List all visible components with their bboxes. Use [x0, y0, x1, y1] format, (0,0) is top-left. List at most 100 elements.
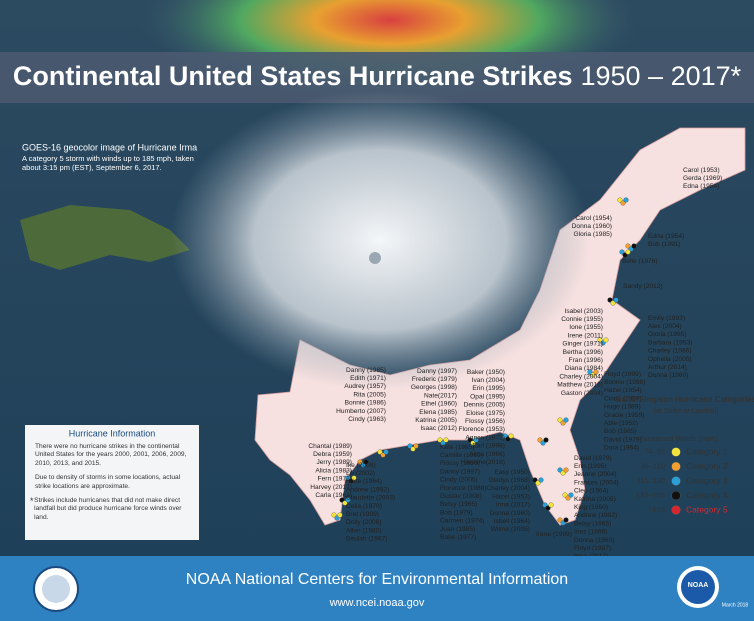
strike-dot — [563, 467, 569, 473]
footer — [0, 556, 754, 621]
storm-label: Floyd (1999) — [604, 371, 641, 378]
strike-dot — [563, 517, 569, 523]
legend-label: Category 4 — [686, 490, 728, 500]
storm-label: Danny (1985) — [346, 367, 386, 374]
storm-label: Gaston (2004) — [561, 390, 603, 397]
legend-winds: 74–95 — [644, 447, 665, 456]
storm-label: Charley (1986) — [648, 348, 692, 355]
storm-label: Hermine(2016) — [461, 459, 505, 466]
storm-label: Cindy (1959) — [604, 395, 642, 402]
storm-label: David (1979) — [574, 455, 612, 462]
storm-label: Charley (2004) — [486, 485, 530, 492]
storm-label: Agnes (1972) — [465, 434, 505, 441]
strike-dots — [331, 197, 637, 526]
info-title: Hurricane Information — [69, 428, 156, 438]
storm-label: Floyd (1987) — [574, 545, 611, 552]
storm-label: Isbell (1964) — [494, 518, 530, 525]
storm-label: Carla (1961) — [315, 492, 352, 499]
strike-dot — [363, 459, 369, 465]
storm-label: Edith (1971) — [350, 375, 386, 382]
storm-label: Celia (1970) — [346, 503, 382, 510]
storm-label: Audrey (1957) — [344, 383, 386, 390]
storm-label: Bret (1999) — [346, 511, 379, 518]
storm-label: Connie (1955) — [561, 316, 603, 323]
legend-swatch — [671, 505, 681, 515]
storm-label: Easy (1950) — [494, 469, 530, 476]
storm-label: Andrew (1992) — [574, 512, 617, 519]
footer-title: NOAA National Centers for Environmental … — [186, 571, 568, 588]
strike-dot — [568, 492, 574, 498]
storm-label: Edna (1954) — [648, 233, 684, 240]
storm-label: Debra (1959) — [313, 451, 352, 458]
legend-swatch — [671, 490, 681, 501]
storm-label: Katrina (2005) — [574, 496, 616, 503]
info-body: There were no hurricane strikes in the c… — [30, 443, 196, 522]
storm-label: Katrina (2005) — [415, 417, 457, 424]
storm-label: Lili (2002) — [346, 470, 375, 477]
legend-winds-label: Sustained Winds (mph) — [640, 434, 718, 443]
storm-label: Inez (1966) — [574, 529, 607, 536]
storm-label: Gloria (1985) — [648, 331, 686, 338]
storm-label: Betsy (1965) — [440, 501, 477, 508]
storm-label: Georges (1998) — [411, 384, 457, 391]
footer-url: www.ncei.noaa.gov — [329, 597, 425, 609]
storm-label: Gustav (2008) — [440, 493, 482, 500]
legend-label: Category 3 — [686, 475, 728, 485]
caption-box: A category 5 storm with winds up to 185 … — [22, 154, 194, 172]
storm-label: Jeanne (2004) — [574, 471, 617, 478]
caption-title: GOES-16 geocolor image of Hurricane Irma — [22, 142, 197, 152]
note-marker: * — [30, 496, 34, 507]
strike-dot — [625, 249, 631, 255]
info-paragraph: Due to density of storms in some locatio… — [35, 474, 181, 490]
storm-label: Hilda (1964) — [346, 478, 382, 485]
storm-label: Jerry (1989) — [316, 459, 352, 466]
storm-label: Cleo (1964) — [574, 488, 608, 495]
strike-dot — [563, 417, 569, 423]
storm-label: Irma (2017) — [496, 502, 530, 509]
storm-label: Bob (1985) — [604, 428, 637, 435]
storm-label: Camille (1969) — [440, 452, 483, 459]
storm-label: Ivan (2004) — [472, 377, 505, 384]
storm-label: Bob (1979) — [440, 509, 473, 516]
storm-label: Dennis (2005) — [464, 402, 505, 409]
storm-label: Flossy (1956) — [465, 418, 505, 425]
storm-label: Irene (2011) — [568, 332, 603, 339]
storm-label: Barbara (1953) — [648, 339, 692, 346]
legend: Saffir-Simpson Hurricane Categories (at … — [616, 395, 754, 515]
storm-label: Ethel (1960) — [421, 401, 457, 408]
strike-dot — [548, 502, 554, 508]
storm-label: Cindy (1963) — [348, 416, 386, 423]
storm-label: Rita (2005) — [353, 391, 386, 398]
storm-label: Hugo (1989) — [604, 404, 641, 411]
strike-dot — [631, 243, 637, 249]
storm-label: Humberto (2007) — [336, 408, 386, 415]
strike-dot — [543, 437, 549, 443]
storm-label: Dolly (2008) — [346, 519, 382, 526]
storm-label: Donna (1960) — [490, 510, 530, 517]
noaa-logo-inner — [681, 570, 715, 604]
storm-label: Florence (1988) — [440, 485, 487, 492]
storm-label: Bob (1991) — [648, 241, 681, 248]
storm-label: Gracie (1959) — [604, 412, 644, 419]
hurricane-irma — [170, 90, 590, 390]
storm-label: Ophelia (2005) — [648, 356, 692, 363]
storm-label: Babe (1977) — [440, 534, 476, 541]
storm-label: Carol (1953) — [683, 167, 720, 174]
storm-label: Isaac (2012) — [420, 425, 457, 432]
storm-label: David (1979) — [604, 436, 642, 443]
strike-dot — [345, 497, 351, 503]
title: Continental United States Hurricane Stri… — [13, 61, 742, 91]
storm-label: Bonnie (1986) — [345, 400, 386, 407]
storm-label: Gloria (1985) — [574, 231, 612, 238]
strike-dot — [473, 437, 479, 443]
storm-label: Elena (1985) — [419, 409, 457, 416]
storm-label: Hazel (1953) — [492, 493, 530, 500]
storm-label: Harvey (2017) — [310, 484, 352, 491]
storm-label: Baker (1950) — [467, 369, 505, 376]
storm-label: Flossy (1956) — [440, 460, 480, 467]
storm-label: Florence (1953) — [458, 426, 505, 433]
info-paragraph: There were no hurricane strikes in the c… — [35, 443, 187, 467]
legend-swatch — [671, 476, 681, 486]
storm-label: Ike (2008) — [346, 462, 376, 469]
